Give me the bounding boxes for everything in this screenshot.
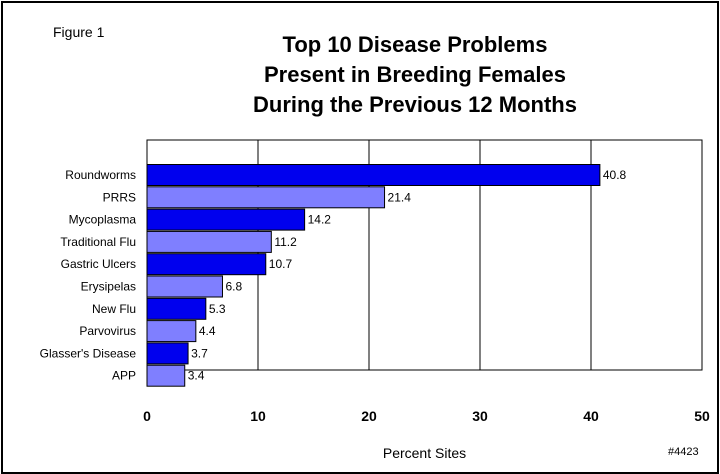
bar <box>146 342 189 365</box>
category-label: PRRS <box>103 190 136 204</box>
bar <box>146 164 601 186</box>
value-label: 3.4 <box>188 369 205 383</box>
bar <box>146 364 186 387</box>
bar <box>146 320 197 343</box>
value-label: 3.7 <box>191 346 208 360</box>
figure-reference: #4423 <box>668 446 699 458</box>
x-tick-label: 50 <box>694 408 710 424</box>
category-label: Traditional Flu <box>60 235 136 249</box>
bar <box>146 253 267 276</box>
value-label: 4.4 <box>199 324 216 338</box>
category-label: Roundworms <box>65 168 136 182</box>
value-label: 10.7 <box>269 257 293 271</box>
category-label: APP <box>112 369 136 383</box>
value-label: 40.8 <box>603 168 627 182</box>
value-label: 14.2 <box>308 213 332 227</box>
x-axis-title: Percent Sites <box>383 445 466 461</box>
value-label: 5.3 <box>209 302 226 316</box>
chart-title: Top 10 Disease Problems Present in Breed… <box>150 30 680 120</box>
bar <box>146 275 223 298</box>
figure-label: Figure 1 <box>53 24 105 40</box>
chart-title-line-3: During the Previous 12 Months <box>253 92 577 117</box>
category-label: Parvovirus <box>79 324 136 338</box>
x-tick-label: 40 <box>583 408 599 424</box>
category-label: Erysipelas <box>81 280 136 294</box>
x-tick-label: 0 <box>143 408 151 424</box>
category-label: New Flu <box>92 302 136 316</box>
x-tick-label: 30 <box>472 408 488 424</box>
x-tick-label: 10 <box>250 408 266 424</box>
value-label: 21.4 <box>388 190 412 204</box>
bar <box>146 297 207 320</box>
bar <box>146 186 386 209</box>
value-label: 6.8 <box>225 280 242 294</box>
category-label: Mycoplasma <box>69 213 137 227</box>
chart-title-line-1: Top 10 Disease Problems <box>282 32 548 57</box>
bar <box>146 230 272 253</box>
category-label: Glasser's Disease <box>40 346 137 360</box>
x-tick-label: 20 <box>361 408 377 424</box>
value-label: 11.2 <box>274 235 297 249</box>
bar <box>146 208 306 231</box>
chart-title-line-2: Present in Breeding Females <box>264 62 566 87</box>
category-label: Gastric Ulcers <box>61 257 136 271</box>
